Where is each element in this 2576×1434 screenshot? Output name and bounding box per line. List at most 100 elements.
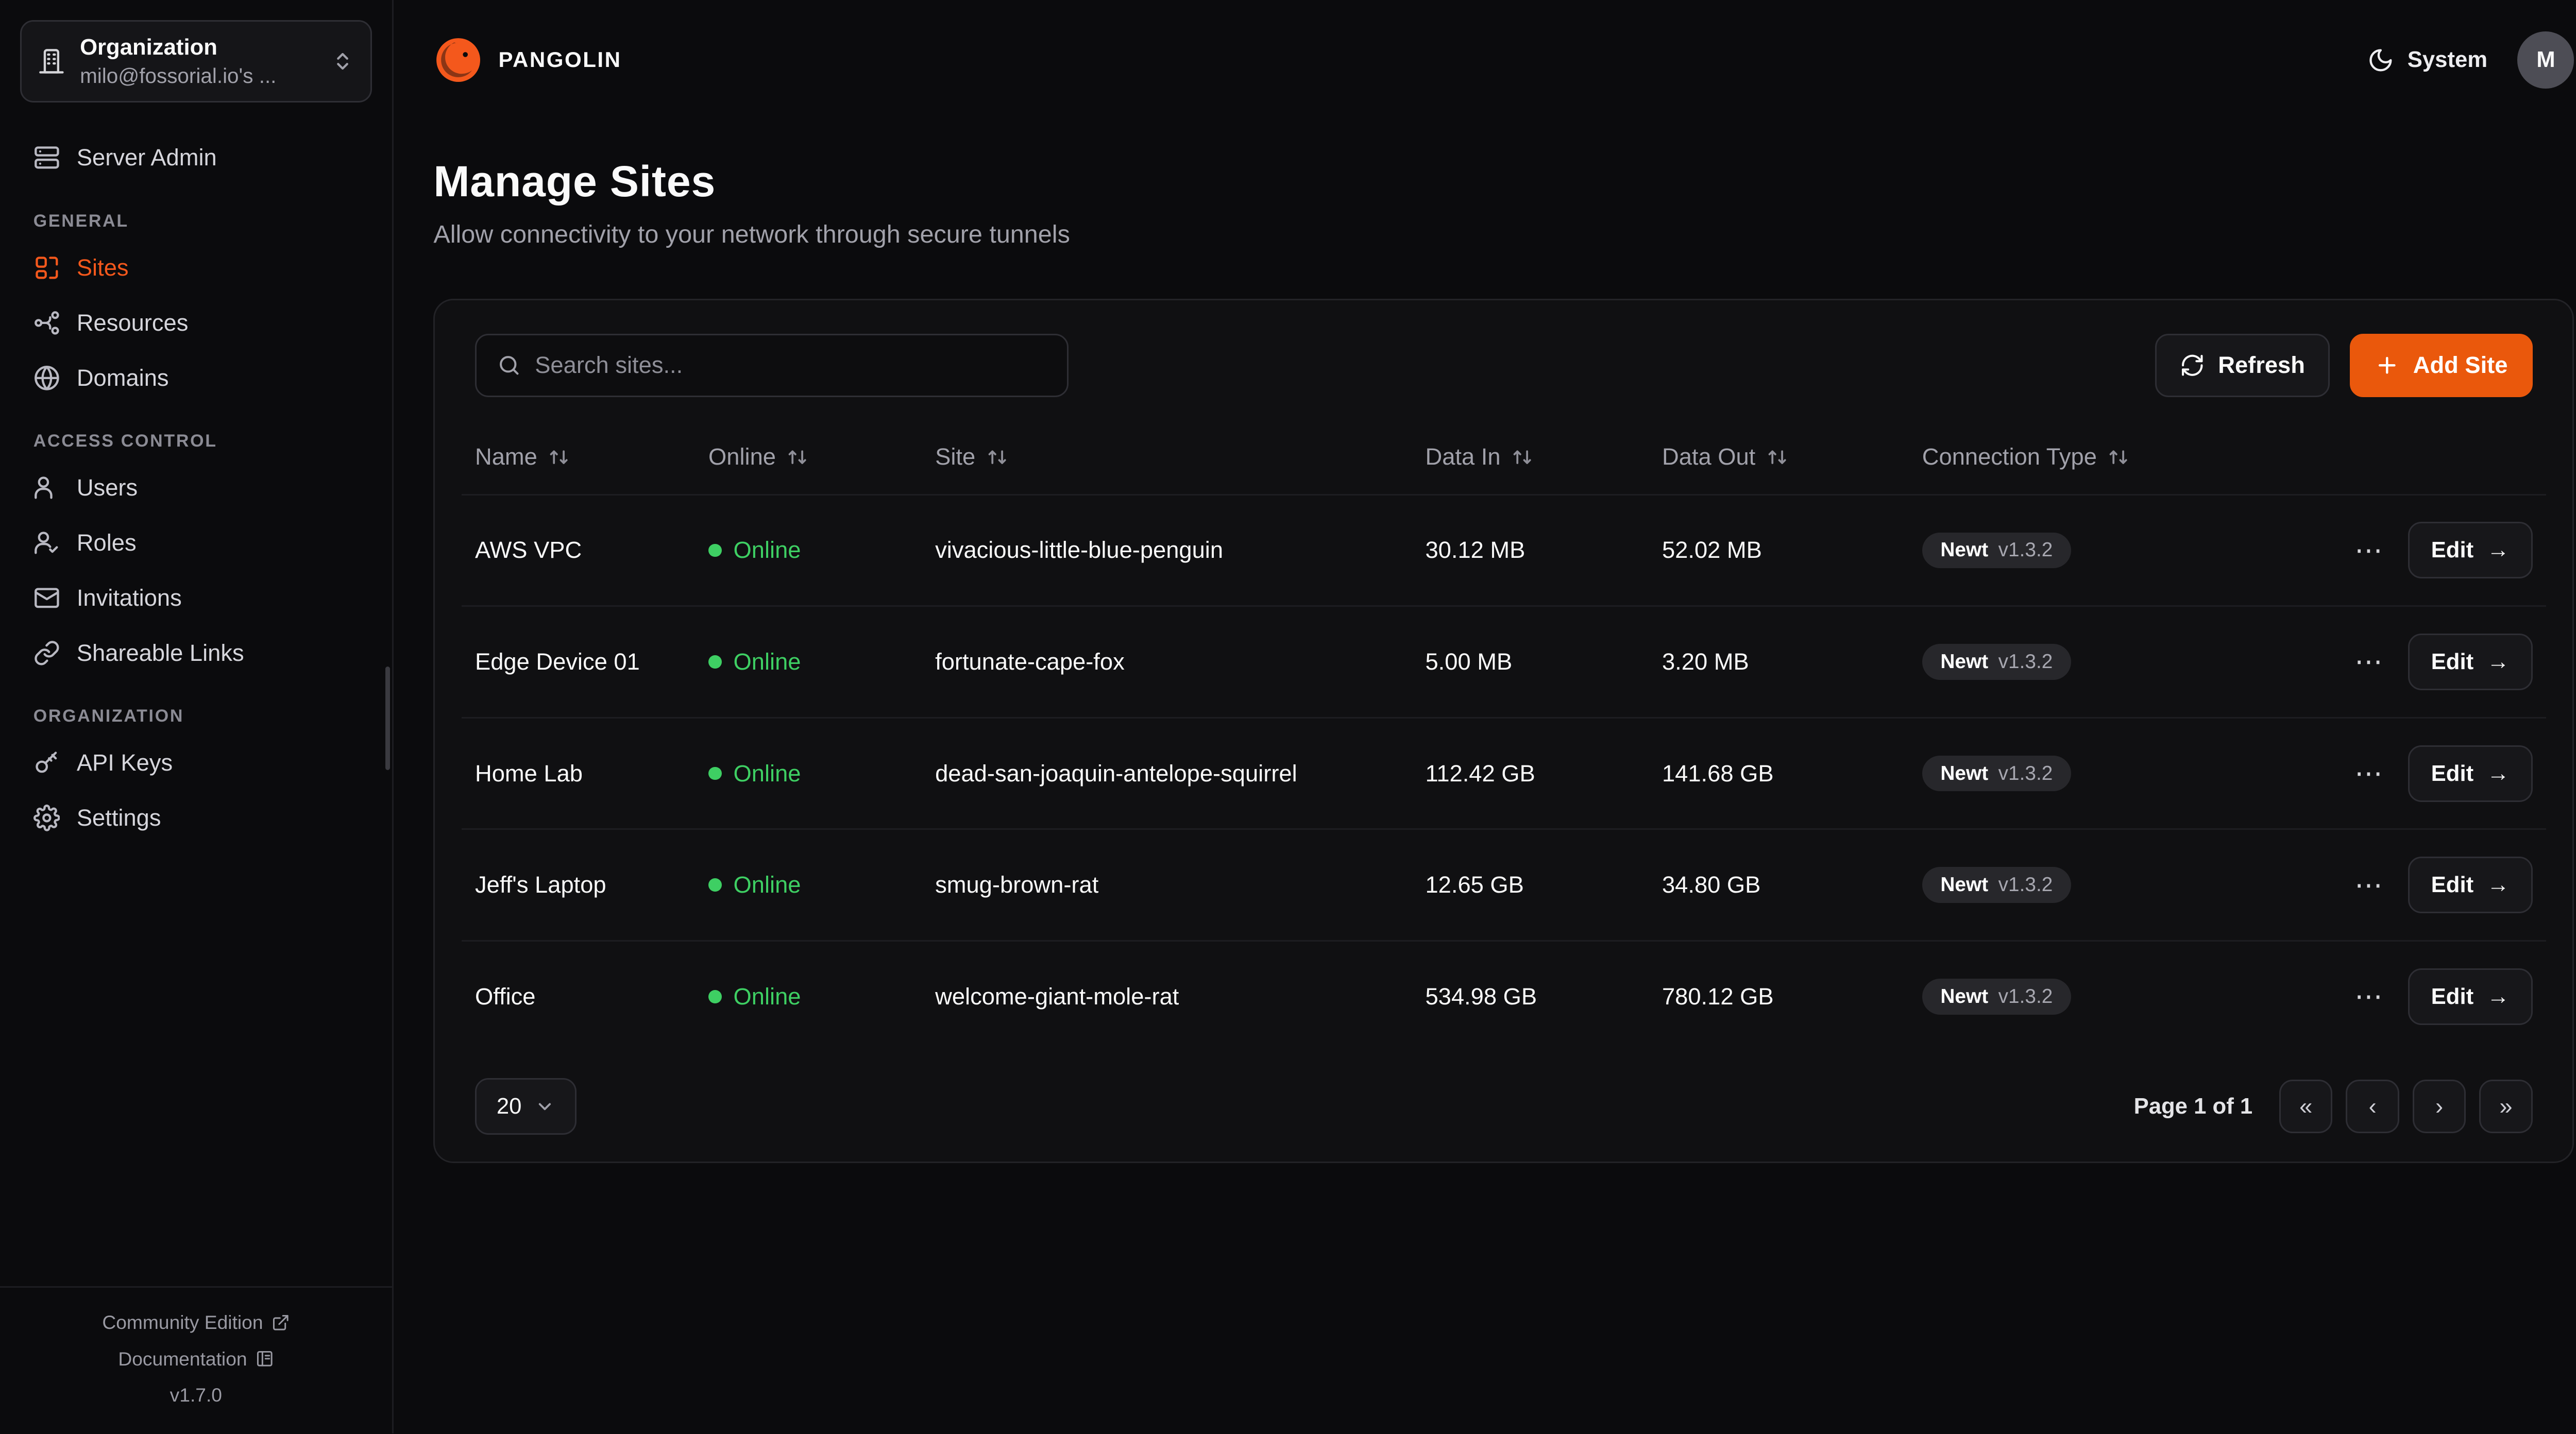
refresh-icon xyxy=(2180,353,2205,378)
page-size-select[interactable]: 20 xyxy=(474,1078,577,1135)
column-header-data-out[interactable]: Data Out xyxy=(1662,443,1895,470)
org-selector-text: Organization milo@fossorial.io's ... xyxy=(80,33,317,89)
data-in: 5.00 MB xyxy=(1412,606,1649,719)
edit-button[interactable]: Edit → xyxy=(2408,522,2533,579)
data-in: 534.98 GB xyxy=(1425,983,1537,1010)
avatar-initial: M xyxy=(2536,47,2555,73)
sidebar-item-label: Shareable Links xyxy=(76,639,244,666)
edit-button[interactable]: Edit → xyxy=(2408,857,2533,914)
online-dot-icon xyxy=(708,989,722,1003)
arrow-right-icon: → xyxy=(2487,872,2510,898)
plus-icon xyxy=(2375,353,2400,378)
sites-table: Name Online Site Data In Data Out Connec… xyxy=(462,420,2546,1051)
data-in: 30.12 MB xyxy=(1412,494,1649,607)
sidebar-item-label: Settings xyxy=(76,805,161,831)
table-row: Edge Device 01 Online fortunate-cape-fox… xyxy=(462,606,2546,719)
sidebar-item-domains[interactable]: Domains xyxy=(20,351,372,405)
row-menu-button[interactable]: ⋯ xyxy=(2354,534,2385,566)
avatar[interactable]: M xyxy=(2517,31,2574,89)
edit-button[interactable]: Edit → xyxy=(2408,745,2533,802)
edit-button[interactable]: Edit → xyxy=(2408,968,2533,1025)
sidebar-item-roles[interactable]: Roles xyxy=(20,516,372,570)
sidebar-item-invitations[interactable]: Invitations xyxy=(20,571,372,625)
connection-type-badge: Newt v1.3.2 xyxy=(1922,978,2071,1015)
section-label-access-control: ACCESS CONTROL xyxy=(33,431,217,451)
sidebar: Organization milo@fossorial.io's ... Ser… xyxy=(0,0,394,1433)
sidebar-item-users[interactable]: Users xyxy=(20,461,372,515)
column-header-site[interactable]: Site xyxy=(935,443,1399,470)
column-header-online[interactable]: Online xyxy=(708,443,908,470)
sidebar-item-label: Server Admin xyxy=(76,144,217,171)
arrow-right-icon: → xyxy=(2487,537,2510,563)
brand[interactable]: PANGOLIN xyxy=(433,35,621,85)
site-name: Jeff's Laptop xyxy=(462,829,696,942)
row-menu-button[interactable]: ⋯ xyxy=(2354,868,2385,901)
organization-icon xyxy=(38,48,65,75)
column-header-name[interactable]: Name xyxy=(475,443,682,470)
sidebar-item-server-admin[interactable]: Server Admin xyxy=(20,131,372,184)
last-page-button[interactable]: » xyxy=(2479,1080,2533,1133)
previous-page-button[interactable]: ‹ xyxy=(2346,1080,2399,1133)
community-edition-link[interactable]: Community Edition xyxy=(0,1304,392,1341)
arrow-right-icon: → xyxy=(2487,760,2510,786)
site-name: Edge Device 01 xyxy=(462,606,696,719)
section-label-general: GENERAL xyxy=(33,211,129,231)
theme-toggle[interactable]: System xyxy=(2367,47,2487,74)
chevrons-up-down-icon xyxy=(332,50,353,72)
domains-icon xyxy=(33,365,60,391)
page-size-value: 20 xyxy=(496,1094,522,1119)
sort-icon xyxy=(786,446,809,469)
search-box xyxy=(474,333,1069,397)
first-page-button[interactable]: « xyxy=(2279,1080,2333,1133)
data-out: 34.80 GB xyxy=(1649,829,1909,942)
site-slug: vivacious-little-blue-penguin xyxy=(922,494,1412,607)
edit-button[interactable]: Edit → xyxy=(2408,633,2533,690)
settings-icon xyxy=(33,805,60,831)
sidebar-item-sites[interactable]: Sites xyxy=(20,241,372,295)
sidebar-item-settings[interactable]: Settings xyxy=(20,791,372,845)
status-badge: Online xyxy=(708,648,908,675)
org-selector[interactable]: Organization milo@fossorial.io's ... xyxy=(20,20,372,103)
org-title: Organization xyxy=(80,35,217,60)
sidebar-item-shareable-links[interactable]: Shareable Links xyxy=(20,626,372,680)
column-header-connection-type[interactable]: Connection Type xyxy=(1922,443,2266,470)
data-out: 780.12 GB xyxy=(1662,983,1774,1010)
users-icon xyxy=(33,474,60,501)
theme-label: System xyxy=(2407,47,2488,73)
sidebar-item-resources[interactable]: Resources xyxy=(20,296,372,350)
connection-type-badge: Newt v1.3.2 xyxy=(1922,644,2071,680)
page-subtitle: Allow connectivity to your network throu… xyxy=(433,220,1070,249)
sort-icon xyxy=(1766,446,1789,469)
row-menu-button[interactable]: ⋯ xyxy=(2354,645,2385,678)
data-out: 141.68 GB xyxy=(1649,718,1909,830)
next-page-button[interactable]: › xyxy=(2412,1080,2466,1133)
documentation-link[interactable]: Documentation xyxy=(0,1341,392,1377)
documentation-label: Documentation xyxy=(118,1347,247,1370)
sidebar-item-api-keys[interactable]: API Keys xyxy=(20,737,372,790)
main-content: PANGOLIN System M Manage Sites Allow con… xyxy=(394,0,2576,1433)
connection-type-badge: Newt v1.3.2 xyxy=(1922,755,2071,792)
external-link-icon xyxy=(272,1313,290,1332)
sidebar-scrollbar[interactable] xyxy=(385,667,391,771)
resources-icon xyxy=(33,310,60,336)
site-name: Home Lab xyxy=(462,718,696,830)
add-site-button[interactable]: Add Site xyxy=(2350,333,2533,397)
site-slug: dead-san-joaquin-antelope-squirrel xyxy=(922,718,1412,830)
sidebar-item-label: Roles xyxy=(76,530,137,556)
online-dot-icon xyxy=(708,655,722,669)
row-menu-button[interactable]: ⋯ xyxy=(2354,980,2385,1013)
moon-icon xyxy=(2367,47,2394,74)
page-header: Manage Sites Allow connectivity to your … xyxy=(433,120,2574,259)
table-row: AWS VPC Online vivacious-little-blue-pen… xyxy=(462,494,2546,607)
shareable-links-icon xyxy=(33,640,60,667)
row-menu-button[interactable]: ⋯ xyxy=(2354,757,2385,790)
refresh-button[interactable]: Refresh xyxy=(2155,333,2330,397)
data-out: 52.02 MB xyxy=(1649,494,1909,607)
sites-icon xyxy=(33,254,60,281)
column-header-data-in[interactable]: Data In xyxy=(1425,443,1635,470)
data-out: 3.20 MB xyxy=(1649,606,1909,719)
search-input[interactable] xyxy=(535,352,1047,379)
section-label-organization: ORGANIZATION xyxy=(33,706,184,726)
status-badge: Online xyxy=(708,872,908,898)
online-dot-icon xyxy=(708,543,722,557)
